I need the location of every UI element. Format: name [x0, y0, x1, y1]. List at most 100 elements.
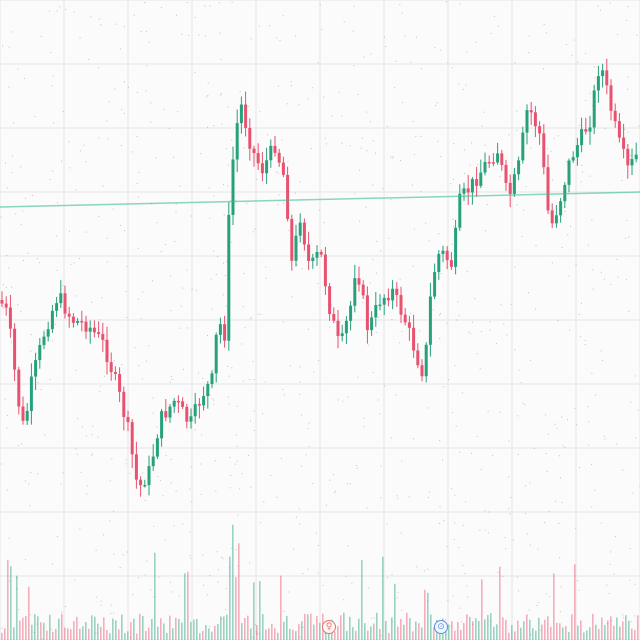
candle-body	[365, 295, 369, 331]
noise-dot	[231, 547, 233, 549]
noise-dot	[230, 474, 232, 476]
volume-bar	[463, 622, 465, 640]
noise-dot	[559, 455, 561, 457]
noise-dot	[458, 83, 460, 85]
noise-dot	[464, 149, 466, 151]
noise-dot	[229, 487, 231, 489]
noise-dot	[100, 604, 102, 606]
noise-dot	[466, 585, 468, 587]
noise-dot	[242, 380, 244, 382]
noise-dot	[453, 538, 455, 540]
noise-dot	[465, 84, 467, 86]
noise-dot	[590, 463, 592, 465]
candle-body	[458, 193, 462, 228]
volume-bar	[553, 573, 555, 640]
noise-dot	[462, 524, 464, 526]
noise-dot	[581, 302, 583, 304]
noise-dot	[113, 612, 115, 614]
candle-body	[214, 334, 218, 374]
noise-dot	[51, 85, 53, 87]
noise-dot	[110, 612, 112, 614]
candle-body	[34, 360, 38, 377]
volume-bar	[184, 573, 186, 640]
noise-dot	[19, 391, 21, 393]
noise-dot	[311, 87, 313, 89]
noise-dot	[18, 609, 20, 611]
noise-dot	[11, 172, 13, 174]
volume-bar	[199, 633, 201, 640]
noise-dot	[228, 403, 230, 405]
noise-dot	[560, 586, 562, 588]
noise-dot	[380, 635, 382, 637]
noise-dot	[301, 465, 303, 467]
noise-dot	[86, 493, 88, 495]
noise-dot	[499, 175, 501, 177]
noise-dot	[530, 634, 532, 636]
noise-dot	[75, 189, 77, 191]
candle-body	[441, 250, 445, 254]
volume-bar	[298, 624, 300, 640]
event-marker-icon[interactable]: ⊙	[434, 620, 448, 634]
noise-dot	[282, 321, 284, 323]
noise-dot	[99, 319, 101, 321]
noise-dot	[127, 86, 129, 88]
noise-dot	[225, 588, 227, 590]
noise-dot	[175, 490, 177, 492]
noise-dot	[49, 379, 51, 381]
noise-dot	[260, 313, 262, 315]
noise-dot	[283, 202, 285, 204]
candle-body	[483, 161, 487, 173]
candle-body	[155, 438, 159, 457]
noise-dot	[186, 327, 188, 329]
noise-dot	[34, 116, 36, 118]
candle-body	[596, 76, 600, 91]
volume-bar	[160, 618, 162, 640]
noise-dot	[49, 10, 51, 12]
noise-dot	[489, 321, 491, 323]
noise-dot	[250, 316, 252, 318]
candle-body	[546, 167, 550, 211]
noise-dot	[484, 529, 486, 531]
volume-bar	[502, 617, 504, 640]
noise-dot	[20, 224, 22, 226]
noise-dot	[198, 34, 200, 36]
noise-dot	[175, 211, 177, 213]
noise-dot	[265, 266, 267, 268]
volume-bar	[124, 633, 126, 640]
noise-dot	[276, 37, 278, 39]
noise-dot	[522, 402, 524, 404]
noise-dot	[452, 595, 454, 597]
noise-dot	[317, 62, 319, 64]
candle-body	[244, 104, 248, 128]
candle-body	[622, 137, 626, 149]
volume-bar	[304, 613, 306, 640]
noise-dot	[469, 164, 471, 166]
noise-dot	[368, 587, 370, 589]
noise-dot	[231, 367, 233, 369]
noise-dot	[375, 331, 377, 333]
noise-dot	[39, 262, 41, 264]
noise-dot	[303, 626, 305, 628]
candle-body	[630, 159, 634, 166]
noise-dot	[207, 94, 209, 96]
candle-body	[529, 110, 533, 113]
noise-dot	[492, 454, 494, 456]
noise-dot	[101, 297, 103, 299]
noise-dot	[454, 365, 456, 367]
candle-body	[374, 305, 378, 318]
noise-dot	[92, 453, 94, 455]
noise-dot	[471, 142, 473, 144]
noise-dot	[585, 99, 587, 101]
noise-dot	[41, 638, 43, 640]
noise-dot	[554, 500, 556, 502]
candle-body	[315, 252, 319, 258]
noise-dot	[299, 181, 301, 183]
noise-dot	[157, 476, 159, 478]
volume-bar	[523, 621, 525, 640]
noise-dot	[579, 467, 581, 469]
event-marker-icon[interactable]: ♀	[322, 620, 336, 634]
noise-dot	[258, 25, 260, 27]
noise-dot	[438, 522, 440, 524]
noise-dot	[182, 287, 184, 289]
